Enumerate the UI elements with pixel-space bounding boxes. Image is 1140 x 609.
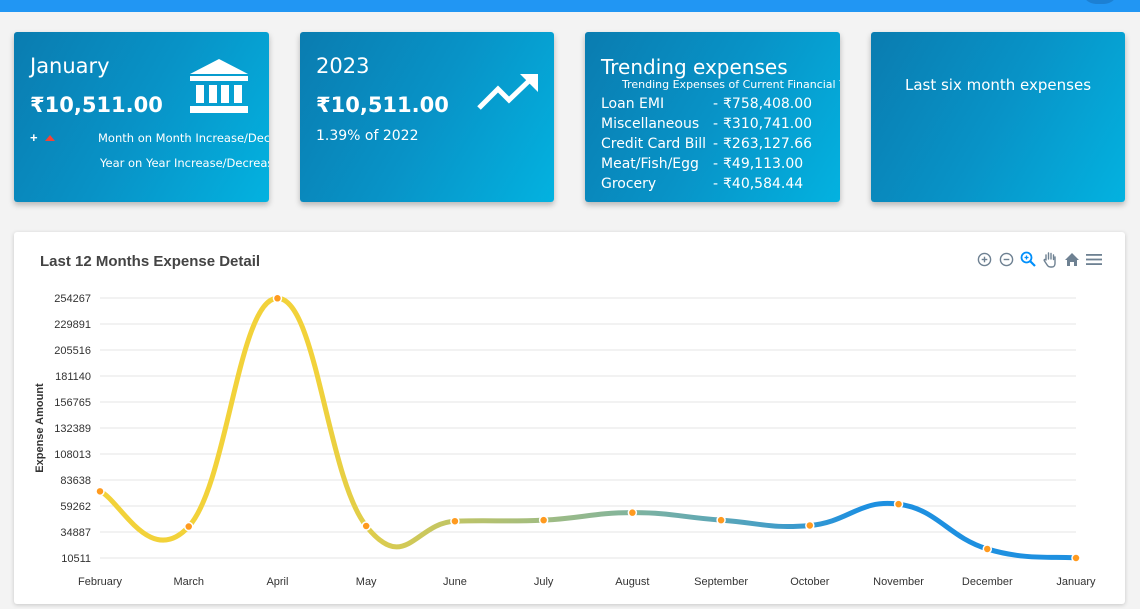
- x-tick-label: February: [78, 576, 123, 588]
- trending-subtitle: Trending Expenses of Current Financial Y…: [622, 78, 840, 91]
- year-amount: ₹10,511.00: [316, 93, 449, 117]
- data-point: [95, 486, 105, 497]
- plus-sign: +: [30, 130, 38, 145]
- y-tick-label: 132389: [54, 423, 91, 435]
- data-point: [893, 499, 904, 509]
- month-amount: ₹10,511.00: [30, 93, 163, 117]
- x-tick-label: April: [266, 576, 288, 588]
- x-tick-label: October: [790, 576, 829, 588]
- y-tick-label: 254267: [54, 293, 91, 305]
- y-tick-label: 83638: [60, 475, 91, 487]
- x-tick-label: December: [962, 576, 1013, 588]
- y-tick-label: 59262: [60, 501, 91, 513]
- x-tick-label: June: [443, 576, 467, 588]
- trending-title: Trending expenses: [601, 55, 788, 79]
- yoy-label: Year on Year Increase/Decrease: [100, 156, 269, 170]
- bank-icon: [189, 58, 249, 119]
- six-month-label: Last six month expenses: [904, 76, 1092, 94]
- data-point: [982, 544, 993, 554]
- top-bar: [0, 0, 1140, 12]
- data-point: [183, 521, 194, 532]
- x-tick-label: March: [173, 576, 204, 588]
- expense-line-chart: 254267 229891 205516 181140 156765 132389 1080…: [34, 293, 1096, 588]
- zoom-select-icon[interactable]: [1019, 250, 1037, 268]
- x-tick-label: August: [615, 576, 649, 588]
- month-summary-card: January ₹10,511.00 + Month on Month Incr…: [14, 32, 269, 202]
- data-point: [1071, 553, 1081, 563]
- expense-name: Credit Card Bill: [601, 136, 707, 152]
- y-tick-label: 205516: [54, 345, 91, 357]
- chart-title: Last 12 Months Expense Detail: [40, 253, 261, 270]
- menu-icon[interactable]: [1085, 250, 1103, 268]
- top-bar-knob[interactable]: [1082, 0, 1118, 4]
- separator-dash: -: [713, 136, 719, 152]
- six-month-expenses-card[interactable]: Last six month expenses: [871, 32, 1125, 202]
- expense-amount: ₹40,584.44: [723, 176, 804, 192]
- trending-list: Loan EMI - ₹758,408.00 Miscellaneous - ₹310,…: [601, 96, 812, 196]
- data-point: [627, 507, 638, 518]
- x-tick-label: September: [694, 576, 748, 588]
- y-tick-label: 10511: [61, 553, 91, 565]
- list-item: Meat/Fish/Egg - ₹49,113.00: [601, 156, 812, 176]
- chart-toolbar: [975, 250, 1103, 268]
- year-percent: 1.39% of 2022: [316, 128, 419, 144]
- data-point: [450, 516, 460, 526]
- x-tick-label: May: [356, 576, 377, 588]
- data-point: [361, 521, 371, 531]
- home-reset-icon[interactable]: [1063, 250, 1081, 268]
- separator-dash: -: [713, 116, 719, 132]
- x-tick-label: January: [1056, 576, 1096, 588]
- zoom-in-icon[interactable]: [975, 250, 993, 268]
- expense-name: Grocery: [601, 176, 657, 192]
- separator-dash: -: [713, 156, 719, 172]
- data-point: [538, 515, 549, 525]
- month-title: January: [30, 54, 110, 78]
- separator-dash: -: [713, 96, 719, 112]
- data-point: [716, 515, 726, 525]
- expense-amount: ₹310,741.00: [723, 116, 813, 132]
- expense-chart-card: 254267 229891 205516 181140 156765 132389 1080…: [14, 232, 1125, 604]
- y-tick-label: 156765: [54, 397, 91, 409]
- trending-expenses-card: Trending expenses Trending Expenses of C…: [585, 32, 840, 202]
- mom-label: Month on Month Increase/Decrease: [98, 131, 269, 145]
- year-summary-card: 2023 ₹10,511.00 1.39% of 2022: [300, 32, 554, 202]
- trending-up-icon: [476, 72, 540, 117]
- data-point: [272, 293, 283, 304]
- expense-amount: ₹758,408.00: [723, 96, 813, 112]
- year-title: 2023: [316, 54, 370, 78]
- list-item: Credit Card Bill - ₹263,127.66: [601, 136, 812, 156]
- increase-arrow-icon: [45, 135, 55, 141]
- data-point: [805, 520, 815, 531]
- expense-name: Meat/Fish/Egg: [601, 156, 699, 172]
- separator-dash: -: [713, 176, 719, 192]
- zoom-out-icon[interactable]: [997, 250, 1015, 268]
- y-tick-label: 181140: [55, 371, 91, 383]
- list-item: Grocery - ₹40,584.44: [601, 176, 812, 196]
- y-tick-label: 108013: [54, 449, 91, 461]
- expense-name: Loan EMI: [601, 96, 665, 112]
- expense-name: Miscellaneous: [601, 116, 700, 132]
- x-tick-label: November: [873, 576, 924, 588]
- y-tick-label: 34887: [60, 527, 91, 539]
- list-item: Loan EMI - ₹758,408.00: [601, 96, 812, 116]
- expense-amount: ₹49,113.00: [723, 156, 804, 172]
- y-axis-title: Expense Amount: [34, 383, 46, 473]
- pan-hand-icon[interactable]: [1041, 250, 1059, 268]
- expense-amount: ₹263,127.66: [723, 136, 813, 152]
- y-tick-label: 229891: [54, 319, 91, 331]
- x-tick-label: July: [534, 576, 554, 588]
- list-item: Miscellaneous - ₹310,741.00: [601, 116, 812, 136]
